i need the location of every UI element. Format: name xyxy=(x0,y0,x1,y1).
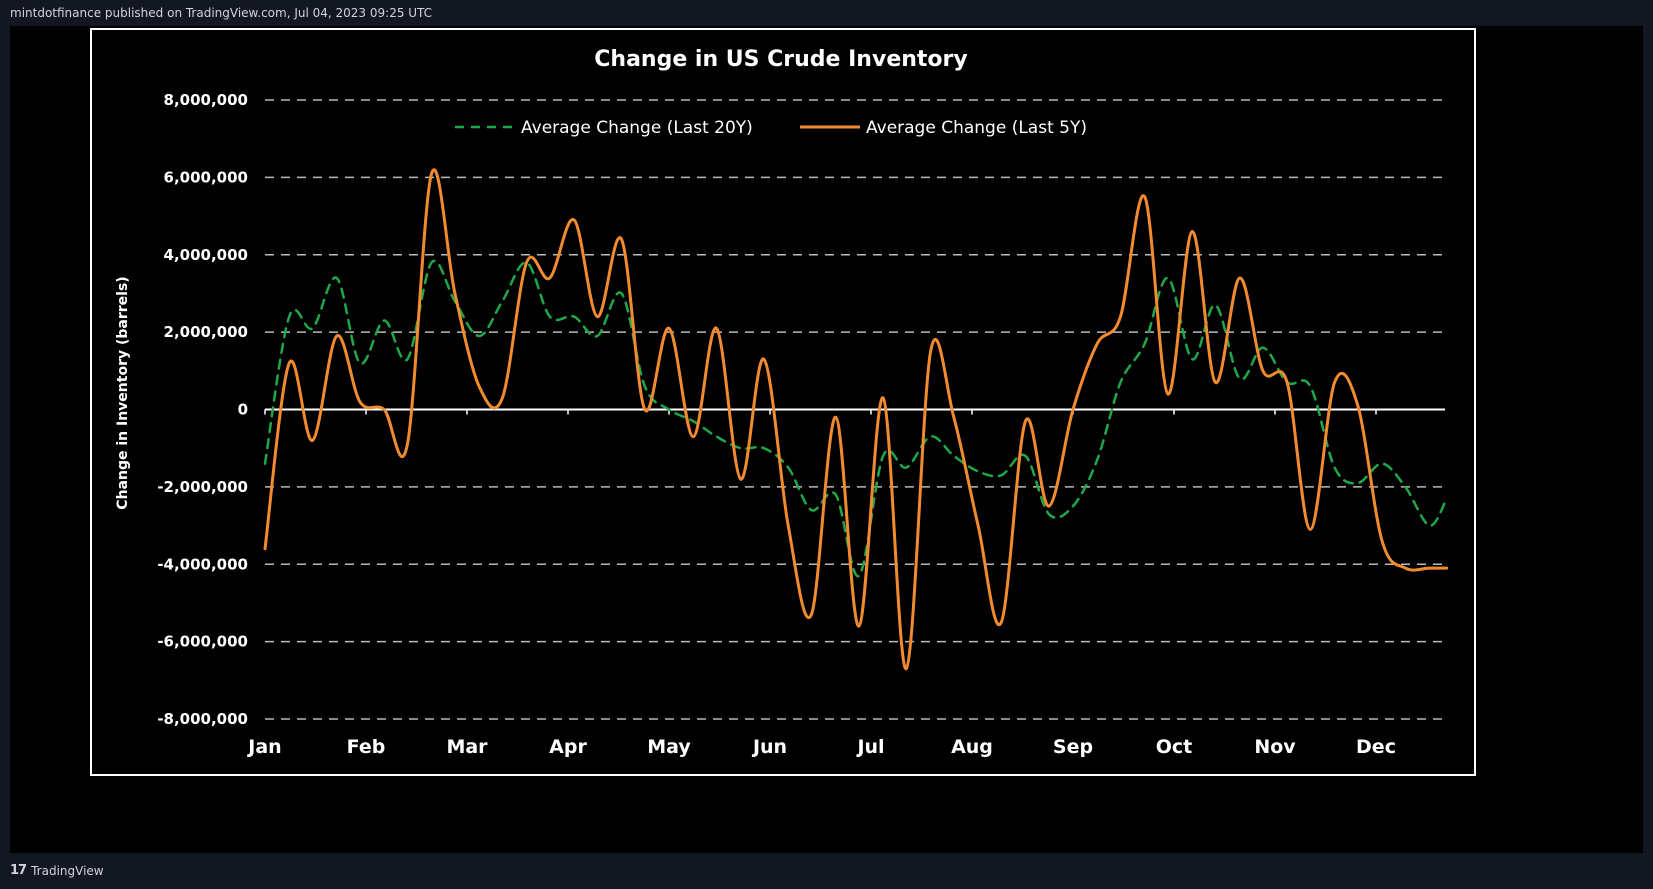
y-tick-label: -8,000,000 xyxy=(157,710,248,728)
legend-label-20y: Average Change (Last 20Y) xyxy=(521,118,753,138)
x-tick-label: Jan xyxy=(246,736,281,758)
x-tick-label: Nov xyxy=(1254,736,1296,758)
x-tick-label: Jun xyxy=(751,736,787,758)
x-tick-label: Apr xyxy=(549,736,587,758)
x-tick-label: Aug xyxy=(951,736,993,758)
x-tick-label: Sep xyxy=(1053,736,1093,758)
x-tick-label: Mar xyxy=(446,736,488,758)
series-layer xyxy=(263,168,1449,671)
y-tick-label: 2,000,000 xyxy=(164,323,248,341)
tradingview-logo-icon: 17 xyxy=(10,863,27,878)
series-line-20y xyxy=(263,259,1448,578)
series-line-5y xyxy=(263,168,1449,671)
x-tick-label: Oct xyxy=(1156,736,1193,758)
chart-frame xyxy=(90,28,1476,776)
grid-layer xyxy=(264,99,1445,720)
y-axis-label: Change in Inventory (barrels) xyxy=(115,276,131,509)
legend: Average Change (Last 20Y) Average Change … xyxy=(455,118,1087,138)
chart-panel: Change in US Crude Inventory Change in I… xyxy=(10,26,1643,853)
y-tick-label: 8,000,000 xyxy=(164,91,248,109)
y-tick-label: -4,000,000 xyxy=(157,555,248,573)
y-tick-label: 4,000,000 xyxy=(164,246,248,264)
y-tick-label: -2,000,000 xyxy=(157,478,248,496)
chart-svg: Change in US Crude Inventory Change in I… xyxy=(90,28,1476,776)
x-tick-label: Dec xyxy=(1356,736,1396,758)
publisher-line: mintdotfinance published on TradingView.… xyxy=(10,6,433,20)
legend-label-5y: Average Change (Last 5Y) xyxy=(866,118,1087,138)
y-tick-label: 0 xyxy=(238,401,248,419)
x-tick-labels: Jan Feb Mar Apr May Jun Jul Aug Sep Oct Nov Dec xyxy=(246,736,1396,758)
x-tick-label: Feb xyxy=(347,736,386,758)
x-tick-label: May xyxy=(647,736,691,758)
chart-title: Change in US Crude Inventory xyxy=(594,47,967,72)
y-tick-label: 6,000,000 xyxy=(164,168,248,186)
y-tick-label: -6,000,000 xyxy=(157,633,248,651)
y-tick-labels: 8,000,000 6,000,000 4,000,000 2,000,000 0 -2,… xyxy=(157,91,248,728)
footer: 17 TradingView xyxy=(10,863,104,878)
x-tick-label: Jul xyxy=(855,736,884,758)
footer-brand[interactable]: TradingView xyxy=(31,863,104,878)
